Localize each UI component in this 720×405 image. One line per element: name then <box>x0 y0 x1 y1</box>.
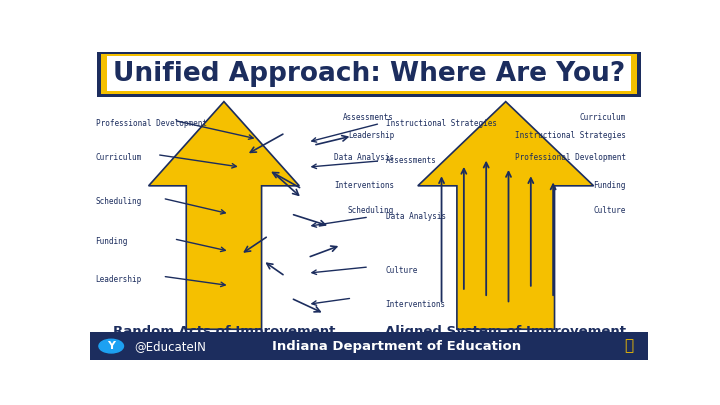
Circle shape <box>99 339 124 353</box>
Text: Leadership: Leadership <box>348 131 394 141</box>
Text: Random Acts of Improvement: Random Acts of Improvement <box>113 325 335 338</box>
Text: Culture: Culture <box>593 206 626 215</box>
Text: Funding: Funding <box>593 181 626 190</box>
Polygon shape <box>418 102 593 329</box>
Text: Curriculum: Curriculum <box>96 153 142 162</box>
Text: Assessments: Assessments <box>343 113 394 122</box>
Text: 🔥: 🔥 <box>624 339 633 354</box>
Text: Y: Y <box>107 341 115 351</box>
Text: Professional Development: Professional Development <box>515 153 626 162</box>
Text: Instructional Strategies: Instructional Strategies <box>515 131 626 141</box>
Text: Indiana Department of Education: Indiana Department of Education <box>272 340 521 353</box>
Text: Interventions: Interventions <box>386 300 446 309</box>
Text: Unified Approach: Where Are You?: Unified Approach: Where Are You? <box>113 61 625 87</box>
Text: Curriculum: Curriculum <box>580 113 626 122</box>
FancyBboxPatch shape <box>96 52 642 97</box>
Text: Interventions: Interventions <box>334 181 394 190</box>
Text: Assessments: Assessments <box>386 156 436 165</box>
Text: Leadership: Leadership <box>96 275 142 284</box>
Text: Aligned System of Improvement: Aligned System of Improvement <box>385 325 626 338</box>
Text: Professional Development: Professional Development <box>96 119 207 128</box>
Text: Scheduling: Scheduling <box>96 197 142 206</box>
Text: Scheduling: Scheduling <box>348 206 394 215</box>
Text: Culture: Culture <box>386 266 418 275</box>
Polygon shape <box>148 102 300 329</box>
Text: Data Analysis: Data Analysis <box>386 213 446 222</box>
Text: @EducateIN: @EducateIN <box>135 340 207 353</box>
Text: Data Analysis: Data Analysis <box>334 153 394 162</box>
Text: Instructional Strategies: Instructional Strategies <box>386 119 497 128</box>
Bar <box>90 332 648 360</box>
FancyBboxPatch shape <box>107 56 631 91</box>
Text: Funding: Funding <box>96 237 128 247</box>
FancyBboxPatch shape <box>101 54 637 94</box>
